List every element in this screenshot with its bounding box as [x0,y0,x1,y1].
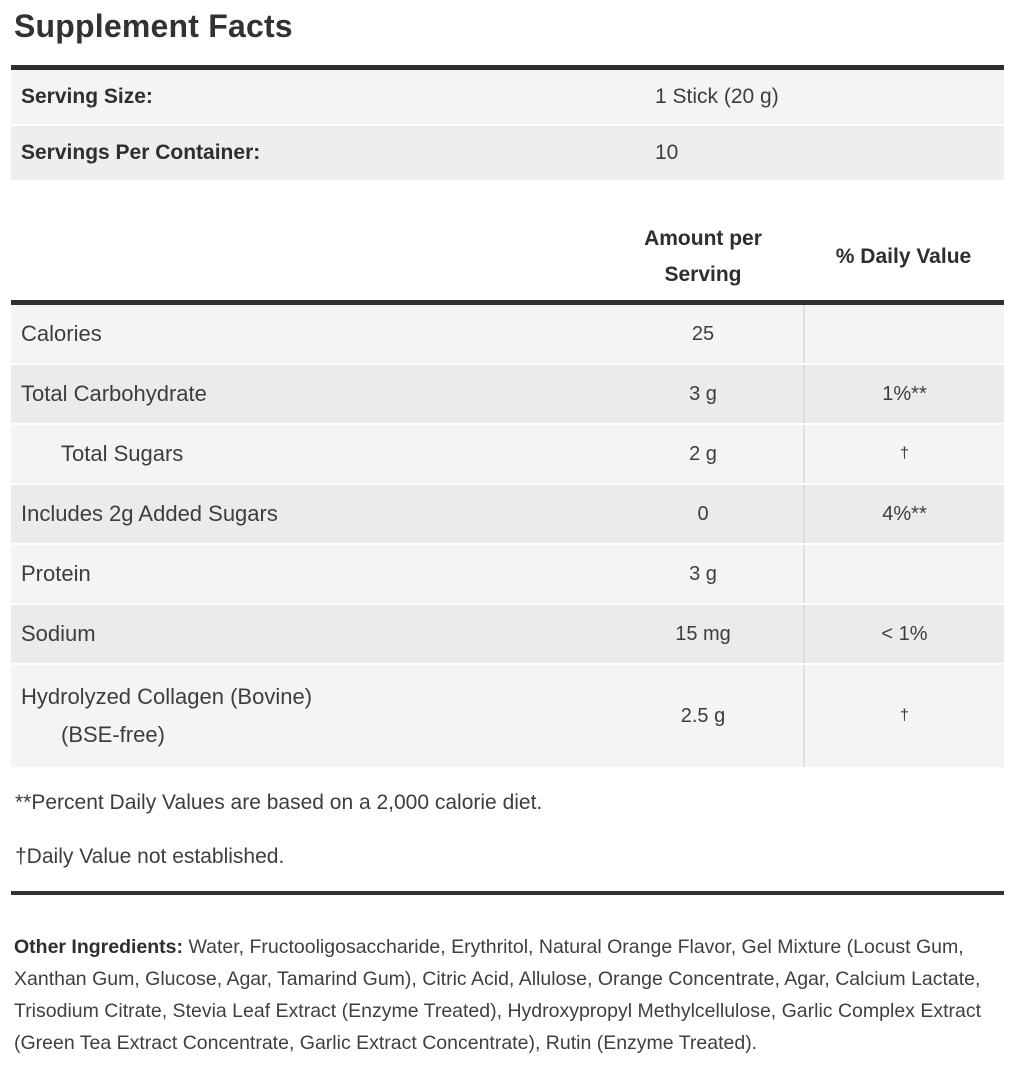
nutrient-label-line1: Hydrolyzed Collagen (Bovine) [21,684,313,709]
page-title: Supplement Facts [14,8,293,44]
nutrient-label: Sodium [21,621,96,646]
nutrient-label: Total Sugars [61,441,184,466]
nutrient-amount: 25 [691,322,715,345]
amount-per-serving-header: Amount per Serving [603,221,803,293]
nutrient-daily-value: < 1% [803,605,1004,663]
nutrition-table: Calories 25 Total Carbohydrate 3 g 1%** … [11,300,1004,769]
nutrient-amount: 2.5 g [680,704,726,727]
table-row-total-carbohydrate: Total Carbohydrate 3 g 1%** [11,365,1004,425]
nutrient-label-line2: (BSE-free) [61,722,165,747]
serving-size-row: Serving Size: 1 Stick (20 g) [11,70,1004,126]
nutrient-daily-value [803,305,1004,363]
nutrient-daily-value: 1%** [803,365,1004,423]
table-row-sodium: Sodium 15 mg < 1% [11,605,1004,665]
percent-daily-value-footnote: **Percent Daily Values are based on a 2,… [15,791,543,814]
daily-value-not-established-footnote: †Daily Value not established. [15,845,285,868]
table-row-protein: Protein 3 g [11,545,1004,605]
nutrient-amount: 0 [697,502,709,525]
other-ingredients-label: Other Ingredients: [14,936,184,958]
nutrient-label: Total Carbohydrate [21,381,207,406]
nutrient-amount: 2 g [689,442,717,465]
serving-info-table: Serving Size: 1 Stick (20 g) Servings Pe… [11,65,1004,182]
table-row-added-sugars: Includes 2g Added Sugars 0 4%** [11,485,1004,545]
amount-per-serving-header-text: Amount per Serving [644,227,762,286]
nutrient-label: Calories [21,321,102,346]
servings-per-container-row: Servings Per Container: 10 [11,126,1004,182]
section-divider [11,891,1004,895]
nutrient-label: Includes 2g Added Sugars [21,501,278,526]
table-row-calories: Calories 25 [11,305,1004,365]
servings-per-container-value: 10 [655,141,679,164]
nutrient-daily-value: † [803,425,1004,483]
nutrient-daily-value: † [803,665,1004,767]
table-row-hydrolyzed-collagen: Hydrolyzed Collagen (Bovine) (BSE-free) … [11,665,1004,769]
daily-value-header: % Daily Value [835,245,972,268]
nutrient-label: Hydrolyzed Collagen (Bovine) (BSE-free) [11,678,603,754]
serving-size-value: 1 Stick (20 g) [655,85,779,108]
supplement-facts-panel: Supplement Facts Serving Size: 1 Stick (… [11,0,1004,1059]
serving-size-label: Serving Size: [21,85,153,108]
table-row-total-sugars: Total Sugars 2 g † [11,425,1004,485]
nutrient-amount: 3 g [689,562,717,585]
nutrient-daily-value [803,545,1004,603]
nutrient-label: Protein [21,561,91,586]
other-ingredients-paragraph: Other Ingredients: Water, Fructooligosac… [11,931,999,1059]
nutrient-amount: 15 mg [675,622,731,645]
nutrition-column-headers: Amount per Serving % Daily Value [11,214,1004,300]
other-ingredients-text: Water, Fructooligosaccharide, Erythritol… [14,936,982,1054]
nutrient-amount: 3 g [689,382,717,405]
servings-per-container-label: Servings Per Container: [21,141,261,164]
nutrient-daily-value: 4%** [803,485,1004,543]
